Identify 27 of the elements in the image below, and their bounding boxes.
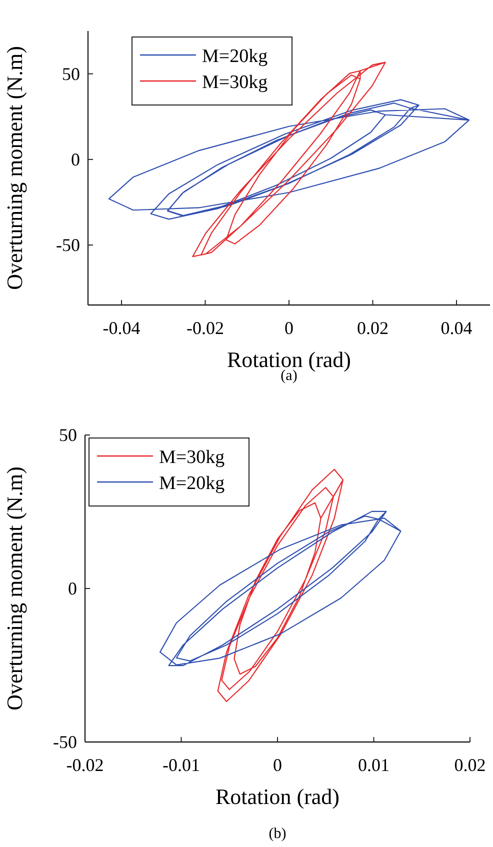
text: (a) [280,368,298,384]
y-tick-label: -50 [56,235,80,256]
x-tick-label: -0.04 [102,318,140,338]
y-tick-label: -50 [53,732,77,752]
x-tick-label: 0.02 [357,318,388,338]
x-tick-label: 0.02 [454,755,486,775]
y-axis-title: Overturning moment (N.m) [2,466,27,710]
legend-label: M=20kg [159,473,226,494]
x-tick-label: 0 [273,755,282,775]
x-tick-label: -0.02 [186,318,224,338]
line-series [160,510,402,666]
y-axis-title: Overturning moment (N.m) [2,46,27,290]
legend-label: M=30kg [202,72,268,93]
x-tick-label: 0 [284,318,294,338]
x-tick-label: -0.02 [66,755,104,775]
x-tick-label: -0.01 [162,755,200,775]
x-tick-label: 0.04 [440,318,472,338]
y-tick-label: 50 [59,425,77,445]
x-axis-title: Rotation (rad) [215,784,340,809]
legend-label: M=30kg [159,447,226,468]
line-series [108,99,470,220]
y-tick-label: 50 [62,64,80,84]
x-tick-label: 0.01 [358,755,390,775]
text: (b) [268,826,286,842]
y-tick-label: 0 [71,149,80,170]
legend-label: M=20kg [202,46,268,67]
y-tick-label: 0 [68,578,77,598]
